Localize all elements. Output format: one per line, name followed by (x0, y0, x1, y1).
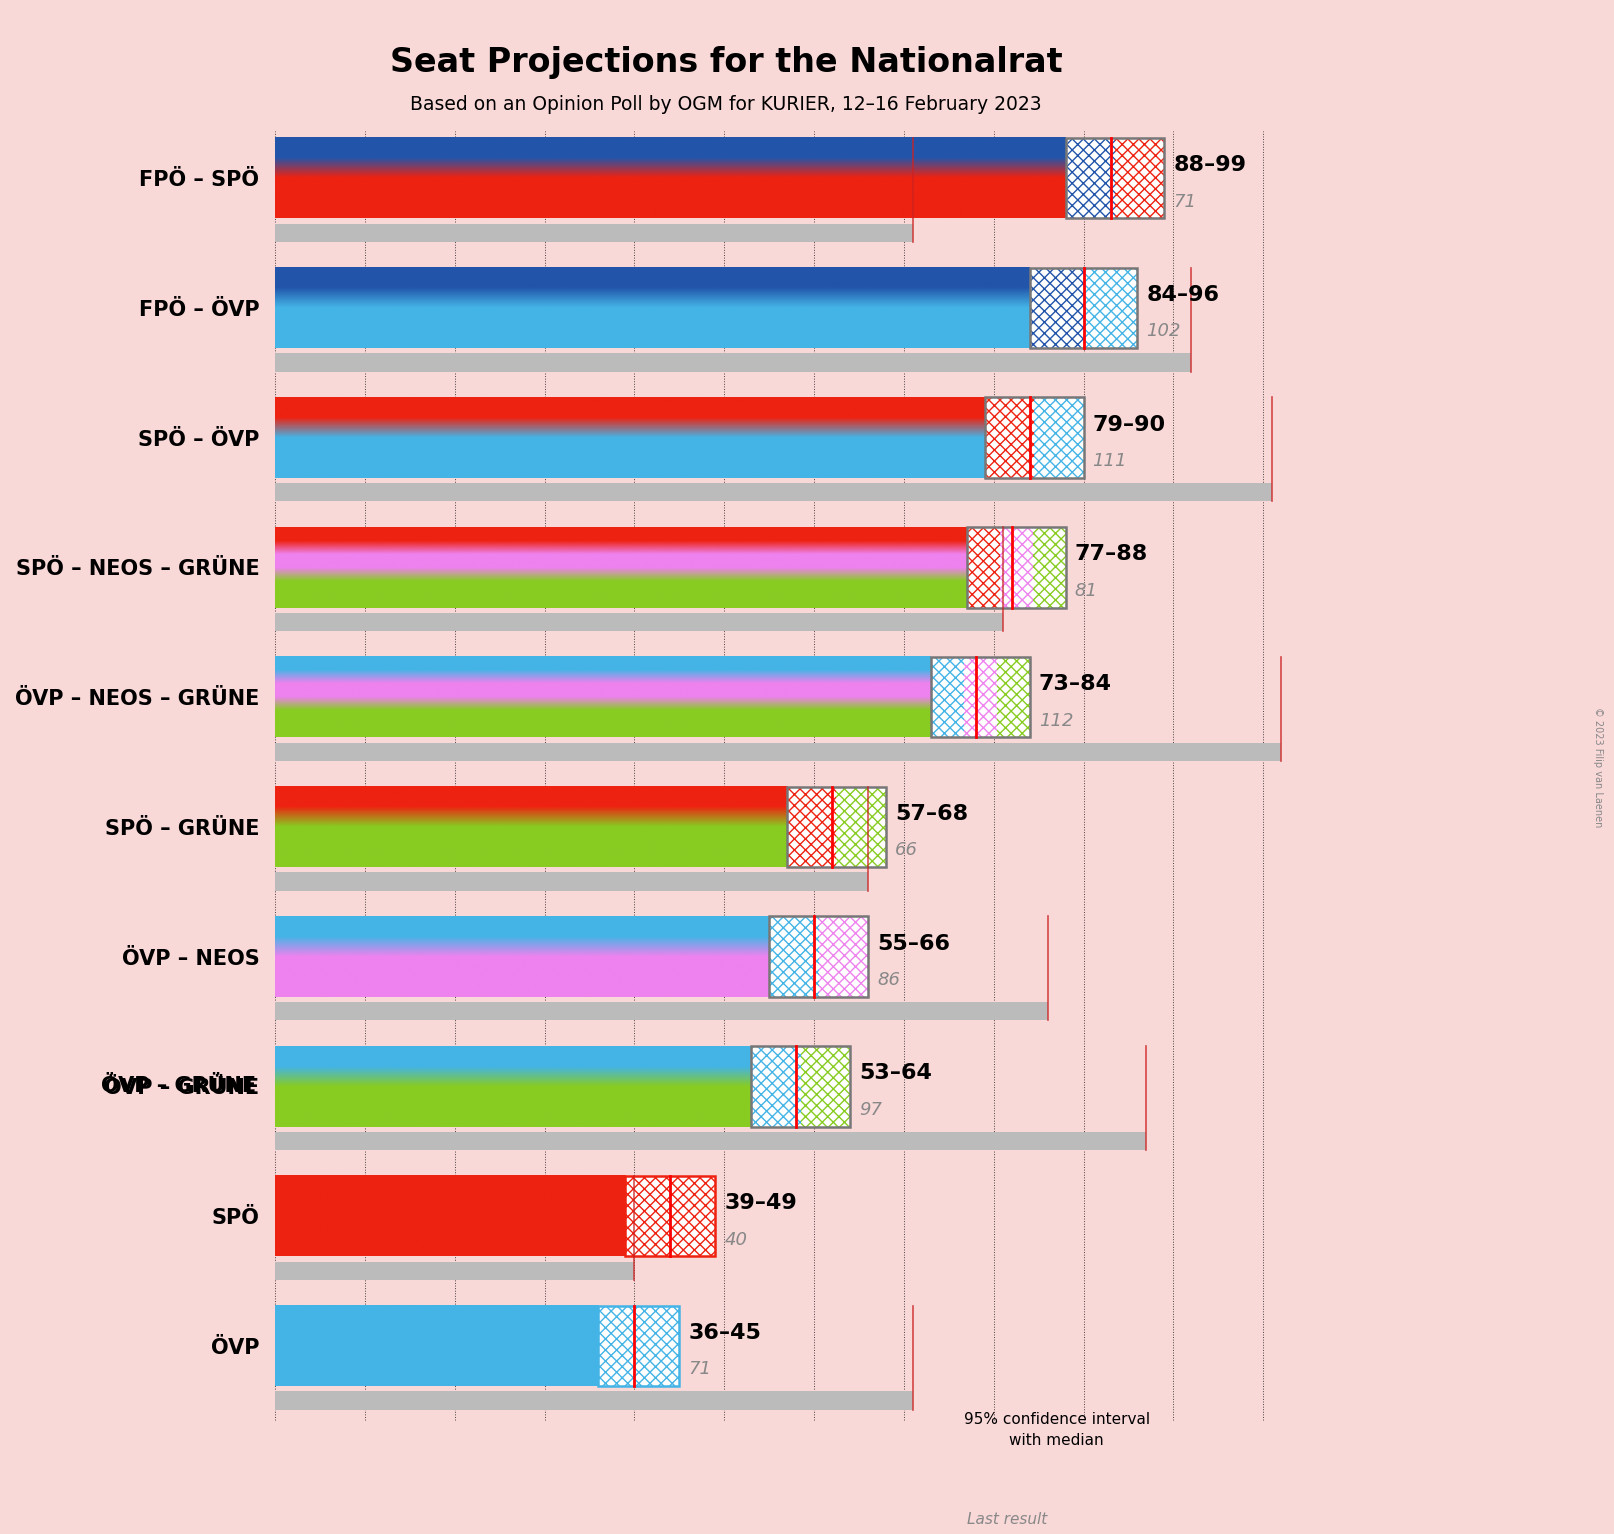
Bar (818, 916, 868, 997)
Bar (931, 657, 1030, 738)
Text: 40: 40 (725, 1230, 747, 1249)
Bar (1030, 268, 1138, 348)
Bar (999, 528, 1033, 607)
Bar (818, 916, 868, 997)
Bar (997, 657, 1030, 738)
Bar (967, 528, 999, 607)
Bar (931, 657, 964, 738)
Bar (788, 787, 836, 867)
Bar (1065, 138, 1115, 218)
Bar (770, 916, 818, 997)
Bar (1115, 138, 1164, 218)
Text: 55–66: 55–66 (876, 934, 951, 954)
Bar (985, 397, 1035, 479)
Bar (751, 1046, 801, 1126)
Bar (801, 1046, 851, 1126)
Bar (599, 1305, 679, 1387)
Text: Based on an Opinion Poll by OGM for KURIER, 12–16 February 2023: Based on an Opinion Poll by OGM for KURI… (410, 95, 1043, 114)
Text: 73–84: 73–84 (1039, 675, 1112, 695)
Bar (770, 916, 868, 997)
Bar (1115, 138, 1164, 218)
Text: 81: 81 (1075, 581, 1098, 600)
Text: 111: 111 (1093, 453, 1127, 469)
Bar (801, 1046, 851, 1126)
Text: 39–49: 39–49 (725, 1193, 797, 1213)
Bar (1033, 528, 1065, 607)
Text: 57–68: 57–68 (894, 804, 968, 824)
Text: 102: 102 (1146, 322, 1181, 341)
Bar (788, 787, 886, 867)
Bar (836, 787, 886, 867)
Bar (751, 1046, 851, 1126)
Text: 79–90: 79–90 (1093, 414, 1165, 434)
Text: 53–64: 53–64 (859, 1063, 931, 1083)
Text: 88–99: 88–99 (1173, 155, 1246, 175)
Bar (1012, 1460, 1065, 1491)
Bar (625, 1177, 715, 1256)
Bar (274, 614, 1002, 630)
Text: 77–88: 77–88 (1075, 545, 1148, 565)
Bar (967, 528, 1065, 607)
Bar (274, 224, 914, 242)
Bar (625, 1177, 715, 1256)
Text: Last result: Last result (967, 1513, 1047, 1526)
Bar (599, 1305, 679, 1387)
Bar (967, 528, 999, 607)
Text: © 2023 Filip van Laenen: © 2023 Filip van Laenen (1593, 707, 1603, 827)
Bar (1030, 268, 1083, 348)
Bar (1033, 528, 1065, 607)
Bar (274, 742, 1282, 761)
Bar (1012, 1460, 1065, 1491)
Bar (1083, 268, 1138, 348)
Bar (599, 1305, 679, 1387)
Text: 84–96: 84–96 (1146, 285, 1220, 305)
Bar (949, 1460, 1012, 1491)
Text: 97: 97 (859, 1101, 881, 1118)
Bar (274, 1261, 634, 1279)
Bar (1035, 397, 1083, 479)
Bar (274, 1391, 914, 1410)
Bar (1083, 268, 1138, 348)
Bar (274, 873, 868, 891)
Bar (985, 397, 1083, 479)
Bar (1030, 268, 1083, 348)
Bar (751, 1046, 801, 1126)
Bar (1012, 1460, 1065, 1491)
Bar (964, 657, 997, 738)
Bar (999, 528, 1033, 607)
Bar (1065, 138, 1164, 218)
Text: ÖVP – GRÜNE: ÖVP – GRÜNE (102, 1077, 257, 1097)
Text: 86: 86 (876, 971, 901, 989)
Bar (931, 657, 964, 738)
Bar (985, 397, 1035, 479)
Bar (788, 787, 836, 867)
Bar (274, 353, 1191, 371)
Text: 71: 71 (1173, 193, 1196, 210)
Text: Seat Projections for the Nationalrat: Seat Projections for the Nationalrat (391, 46, 1062, 80)
Text: 71: 71 (688, 1361, 712, 1378)
Bar (964, 657, 997, 738)
Bar (1035, 397, 1083, 479)
Bar (625, 1177, 715, 1256)
Bar (274, 1002, 1047, 1020)
Text: 112: 112 (1039, 712, 1073, 730)
Bar (770, 916, 818, 997)
Bar (997, 657, 1030, 738)
Bar (1065, 138, 1115, 218)
Text: 36–45: 36–45 (688, 1322, 762, 1342)
Text: 66: 66 (894, 841, 918, 859)
Bar (274, 1132, 1146, 1150)
Bar (836, 787, 886, 867)
Text: 95% confidence interval
with median: 95% confidence interval with median (964, 1413, 1149, 1448)
Bar (274, 483, 1272, 502)
